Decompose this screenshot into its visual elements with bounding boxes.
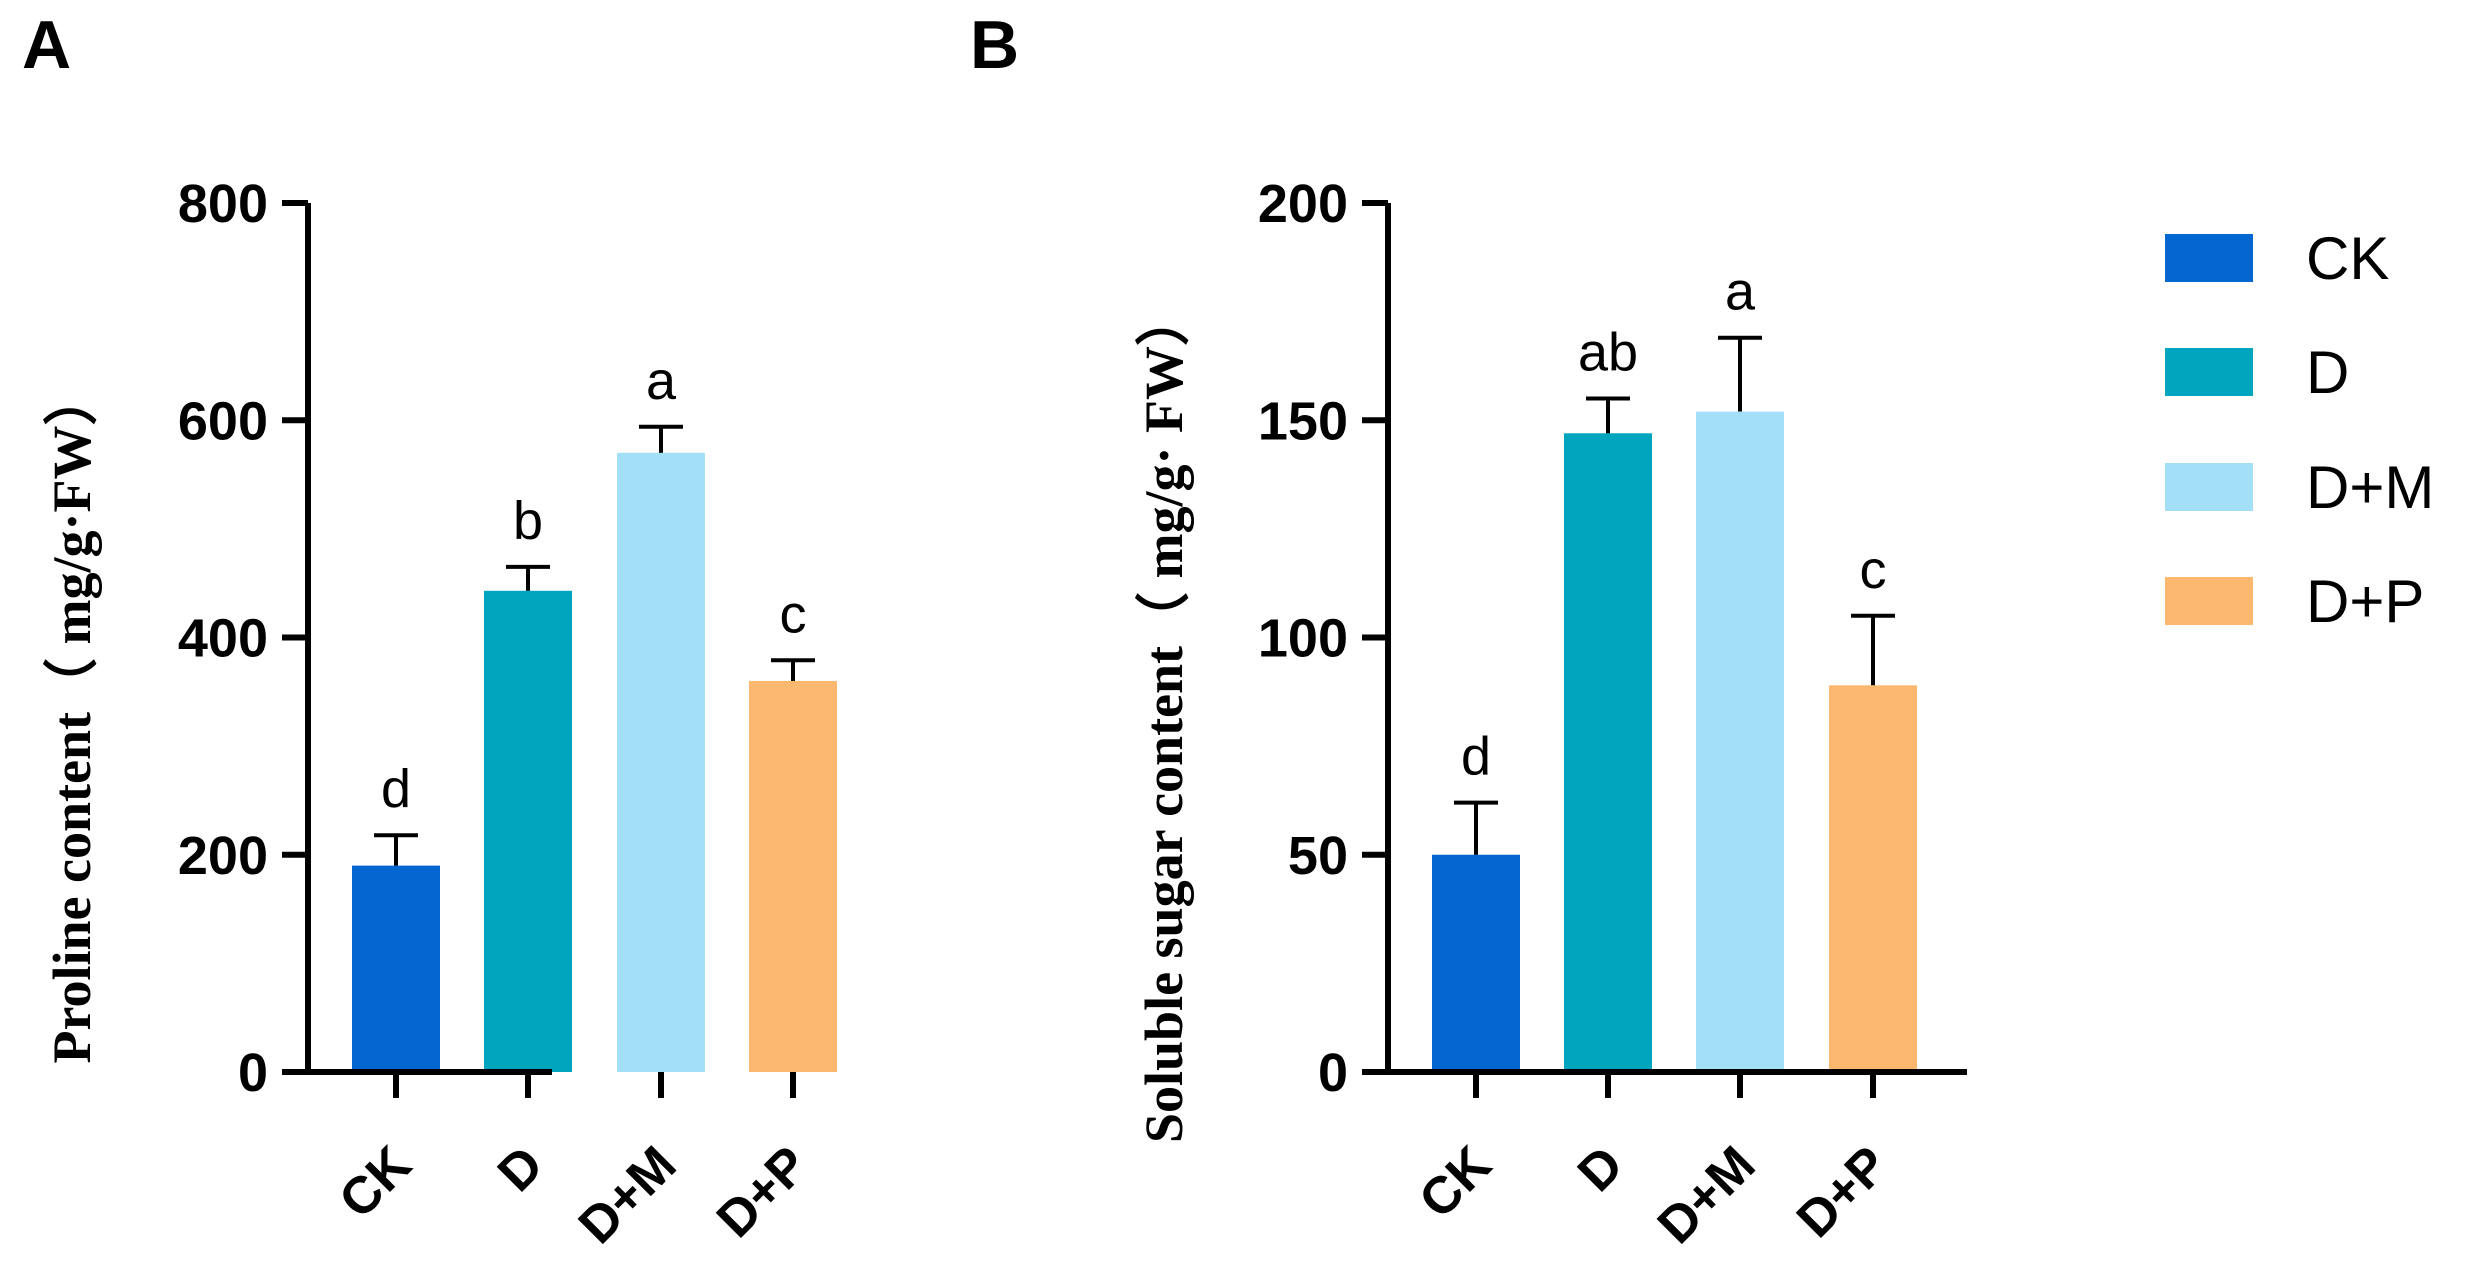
legend-swatch-d-plus-m (2165, 463, 2253, 511)
x-tick-label: D+P (706, 1135, 820, 1249)
bar-d-plus-m (1696, 411, 1784, 1072)
bar-ck (1432, 854, 1520, 1072)
bar-d-plus-m (617, 452, 705, 1072)
chart-panel-b: Bd CK ab Da D+M c D+P 0 50 100 150 200 Soluble sugar… (970, 7, 1967, 1255)
y-tick-label: 800 (178, 174, 268, 234)
legend-label: D (2306, 339, 2349, 406)
significance-label: d (1461, 727, 1491, 787)
significance-label: a (646, 351, 677, 411)
x-tick-label: D (487, 1135, 555, 1203)
bar-ck (352, 865, 440, 1072)
legend-label: D+M (2306, 454, 2434, 521)
bar-d-plus-p (749, 680, 837, 1072)
significance-label: d (381, 759, 411, 819)
significance-label: a (1725, 262, 1756, 322)
y-tick-label: 100 (1258, 609, 1348, 669)
legend-swatch-d (2165, 348, 2253, 396)
legend: CK D D+M D+P (2165, 225, 2434, 635)
bar-d-plus-p (1829, 685, 1917, 1072)
y-tick-label: 150 (1258, 391, 1348, 451)
y-tick-label: 200 (1258, 174, 1348, 234)
legend-swatch-d-plus-p (2165, 577, 2253, 625)
y-tick-label: 600 (178, 391, 268, 451)
significance-label: b (513, 491, 543, 551)
chart-panel-a: Ad CK b Da D+M c D+P 0 200 400 600 800 Proline conte… (22, 7, 837, 1255)
x-tick-label: CK (1408, 1135, 1502, 1229)
x-tick-label: CK (328, 1135, 422, 1229)
x-tick-label: D+M (568, 1135, 688, 1255)
y-tick-label: 0 (1318, 1043, 1348, 1103)
x-tick-label: D+M (1647, 1135, 1767, 1255)
y-axis-title: Soluble sugar content（ mg/g· FW） (1134, 292, 1194, 1143)
y-tick-label: 50 (1288, 826, 1348, 886)
y-tick-label: 0 (238, 1043, 268, 1103)
y-tick-label: 200 (178, 826, 268, 886)
bar-d (484, 590, 572, 1072)
legend-swatch-ck (2165, 234, 2253, 282)
legend-label: D+P (2306, 568, 2424, 635)
y-axis-title: Proline content（ mg/g·FW） (42, 372, 102, 1064)
significance-label: c (1860, 540, 1887, 600)
bar-d (1564, 433, 1652, 1072)
panel-letter: A (22, 7, 71, 83)
y-tick-label: 400 (178, 609, 268, 669)
x-tick-label: D+P (1786, 1135, 1900, 1249)
significance-label: c (780, 584, 807, 644)
significance-label: ab (1578, 323, 1638, 383)
legend-label: CK (2306, 225, 2389, 292)
x-tick-label: D (1567, 1135, 1635, 1203)
panel-letter: B (970, 7, 1019, 83)
